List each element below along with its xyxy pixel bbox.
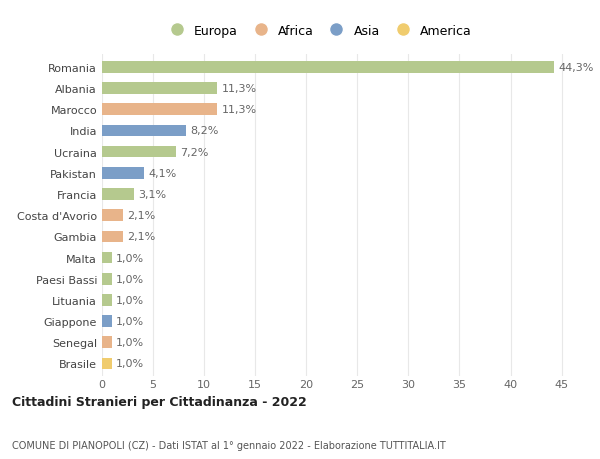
Bar [102, 273, 112, 285]
Text: 1,0%: 1,0% [116, 358, 145, 369]
Text: 1,0%: 1,0% [116, 316, 145, 326]
Text: 11,3%: 11,3% [221, 84, 257, 94]
Bar [102, 104, 217, 116]
Text: 2,1%: 2,1% [128, 211, 156, 221]
Bar [102, 189, 134, 201]
Text: 1,0%: 1,0% [116, 274, 145, 284]
Bar [102, 83, 217, 95]
Text: Cittadini Stranieri per Cittadinanza - 2022: Cittadini Stranieri per Cittadinanza - 2… [12, 396, 307, 409]
Text: 7,2%: 7,2% [179, 147, 208, 157]
Text: 11,3%: 11,3% [221, 105, 257, 115]
Bar [102, 168, 144, 179]
Bar [102, 337, 112, 348]
Bar [102, 295, 112, 306]
Bar [102, 146, 176, 158]
Text: 3,1%: 3,1% [138, 190, 166, 200]
Text: COMUNE DI PIANOPOLI (CZ) - Dati ISTAT al 1° gennaio 2022 - Elaborazione TUTTITAL: COMUNE DI PIANOPOLI (CZ) - Dati ISTAT al… [12, 440, 446, 450]
Text: 2,1%: 2,1% [128, 232, 156, 242]
Bar [102, 210, 124, 222]
Bar [102, 62, 554, 73]
Legend: Europa, Africa, Asia, America: Europa, Africa, Asia, America [159, 20, 477, 43]
Bar [102, 125, 186, 137]
Bar [102, 316, 112, 327]
Bar [102, 252, 112, 264]
Text: 1,0%: 1,0% [116, 337, 145, 347]
Bar [102, 231, 124, 243]
Bar [102, 358, 112, 369]
Text: 8,2%: 8,2% [190, 126, 218, 136]
Text: 44,3%: 44,3% [559, 63, 594, 73]
Text: 1,0%: 1,0% [116, 253, 145, 263]
Text: 1,0%: 1,0% [116, 295, 145, 305]
Text: 4,1%: 4,1% [148, 168, 176, 179]
